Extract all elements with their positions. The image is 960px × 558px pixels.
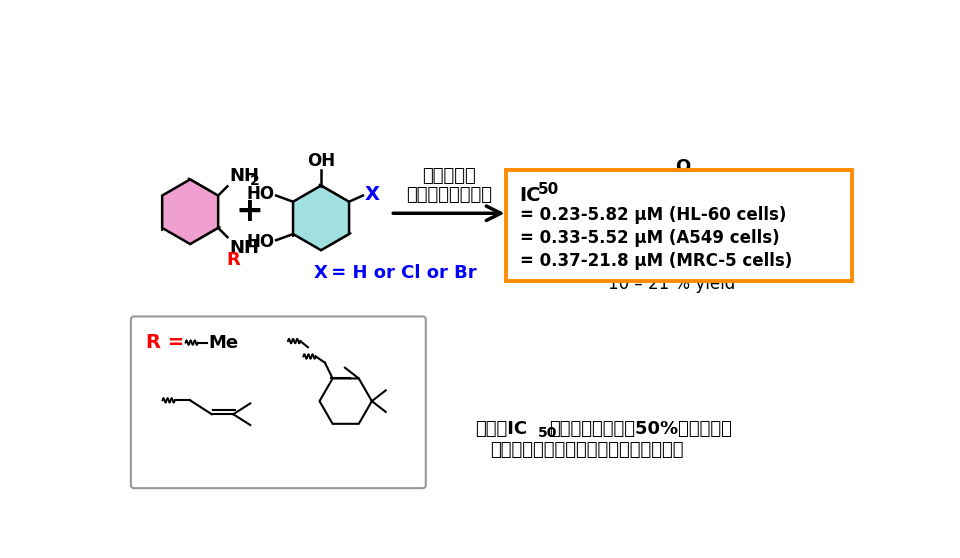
Text: HO: HO — [247, 233, 275, 251]
Text: R =: R = — [146, 333, 183, 352]
Text: 50: 50 — [539, 426, 558, 440]
Text: 酸素による: 酸素による — [422, 167, 476, 185]
Text: 10 – 21 % yield: 10 – 21 % yield — [608, 275, 734, 293]
Text: 濃度であり、低い値のほうが活性が高い: 濃度であり、低い値のほうが活性が高い — [491, 441, 684, 459]
Text: X: X — [365, 185, 379, 204]
Text: NH: NH — [228, 239, 259, 257]
Text: nine examples: nine examples — [611, 259, 732, 278]
Polygon shape — [320, 378, 372, 424]
FancyBboxPatch shape — [131, 316, 426, 488]
Text: 2: 2 — [250, 174, 259, 188]
Text: X: X — [725, 189, 739, 208]
Text: カップリング反応: カップリング反応 — [406, 186, 492, 204]
Text: = 0.37-21.8 μM (MRC-5 cells): = 0.37-21.8 μM (MRC-5 cells) — [519, 252, 792, 270]
Text: N: N — [651, 189, 666, 207]
Text: = 0.33-5.52 μM (A549 cells): = 0.33-5.52 μM (A549 cells) — [519, 229, 780, 247]
Text: OH: OH — [307, 152, 335, 170]
Text: = 0.23-5.82 μM (HL-60 cells): = 0.23-5.82 μM (HL-60 cells) — [519, 205, 786, 224]
Text: 50: 50 — [538, 182, 559, 196]
Text: R: R — [655, 247, 669, 266]
Text: N: N — [651, 235, 666, 253]
Text: IC: IC — [519, 186, 541, 205]
Polygon shape — [293, 186, 349, 250]
Text: X: X — [313, 264, 327, 282]
Polygon shape — [602, 190, 656, 252]
Text: Me: Me — [208, 334, 239, 352]
Text: +: + — [235, 195, 263, 228]
Polygon shape — [656, 190, 709, 252]
Text: （注）IC: （注）IC — [475, 420, 527, 438]
Text: NH: NH — [228, 167, 259, 185]
Text: O: O — [675, 158, 690, 176]
Polygon shape — [162, 179, 218, 244]
Text: = H or Cl or Br: = H or Cl or Br — [324, 264, 476, 282]
Text: R: R — [227, 251, 240, 269]
Text: は細胞の生存率が50%となる薬剤: は細胞の生存率が50%となる薬剤 — [549, 420, 732, 438]
FancyBboxPatch shape — [506, 170, 852, 281]
Text: HO: HO — [247, 185, 275, 203]
